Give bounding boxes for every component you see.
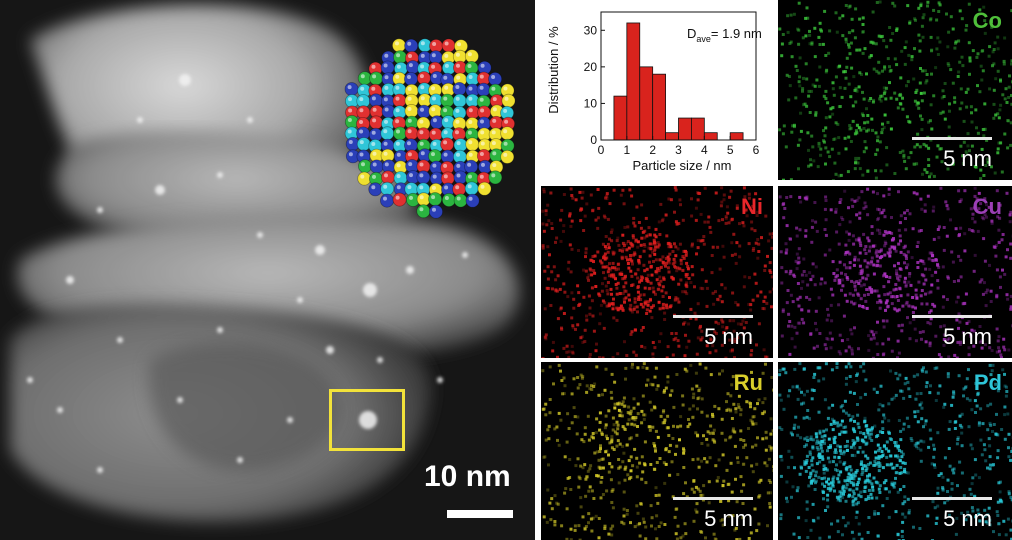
map-pd-scale-label: 5 nm (943, 506, 992, 531)
map-ru-signal (541, 362, 773, 540)
map-ni-scale-bar (673, 315, 753, 318)
histogram-bar (729, 132, 744, 141)
histogram-chart: Distribution / % Particle size / nm Dave… (546, 11, 762, 173)
histogram-bar (678, 117, 692, 141)
map-cu-signal (778, 186, 1012, 358)
histogram-x-tick-label: 2 (649, 143, 656, 157)
nanoparticle-model-illustration (344, 38, 516, 219)
histogram-bar (691, 117, 705, 141)
histogram-x-tick-label: 3 (675, 143, 682, 157)
map-pd-scale-bar (912, 497, 992, 500)
map-cu-scale-label: 5 nm (943, 324, 992, 349)
map-pd: Pd 5 nm (778, 362, 1012, 540)
map-ni-signal (541, 186, 773, 358)
histogram-x-axis-label: Particle size / nm (633, 158, 732, 173)
map-co-scale-bar (912, 137, 992, 140)
stem-image-panel: 10 nm (0, 0, 535, 540)
map-ni-label: Ni (741, 194, 763, 219)
map-co-scale-label: 5 nm (943, 146, 992, 171)
map-co-label: Co (972, 8, 1002, 33)
histogram-bar (626, 22, 641, 141)
histogram-y-tick-label: 10 (584, 96, 598, 110)
histogram-bar (703, 132, 718, 141)
histogram-y-tick-label: 0 (590, 133, 597, 147)
map-cu-label: Cu (972, 194, 1002, 219)
average-diameter-annotation: Dave= 1.9 nm (687, 26, 762, 44)
histogram-y-axis-label: Distribution / % (546, 26, 561, 114)
histogram-x-tick-label: 6 (753, 143, 760, 157)
map-pd-signal (778, 362, 1012, 540)
histogram-bar (665, 132, 679, 141)
map-ru: Ru 5 nm (541, 362, 773, 540)
histogram-y-tick-label: 30 (584, 23, 598, 37)
stem-scale-bar-label: 10 nm (424, 460, 511, 493)
map-ru-label: Ru (733, 370, 763, 395)
histogram-bar (652, 73, 666, 141)
map-ni-scale-label: 5 nm (704, 324, 753, 349)
particle-size-histogram: Distribution / % Particle size / nm Dave… (541, 0, 773, 180)
histogram-x-tick-label: 5 (727, 143, 734, 157)
map-co: Co 5 nm (778, 0, 1012, 180)
stem-scale-bar (447, 510, 513, 518)
map-cu: Cu 5 nm (778, 186, 1012, 358)
map-ru-scale-label: 5 nm (704, 506, 753, 531)
map-co-signal (778, 0, 1012, 180)
map-pd-label: Pd (973, 370, 1002, 395)
histogram-bar (613, 95, 628, 141)
histogram-y-tick-label: 20 (584, 60, 598, 74)
histogram-x-tick-label: 0 (598, 143, 605, 157)
map-cu-scale-bar (912, 315, 992, 318)
map-ru-scale-bar (673, 497, 753, 500)
selected-region-box (329, 389, 405, 451)
map-ni: Ni 5 nm (541, 186, 773, 358)
histogram-x-tick-label: 1 (623, 143, 630, 157)
histogram-bar (639, 66, 654, 141)
histogram-x-tick-label: 4 (701, 143, 708, 157)
